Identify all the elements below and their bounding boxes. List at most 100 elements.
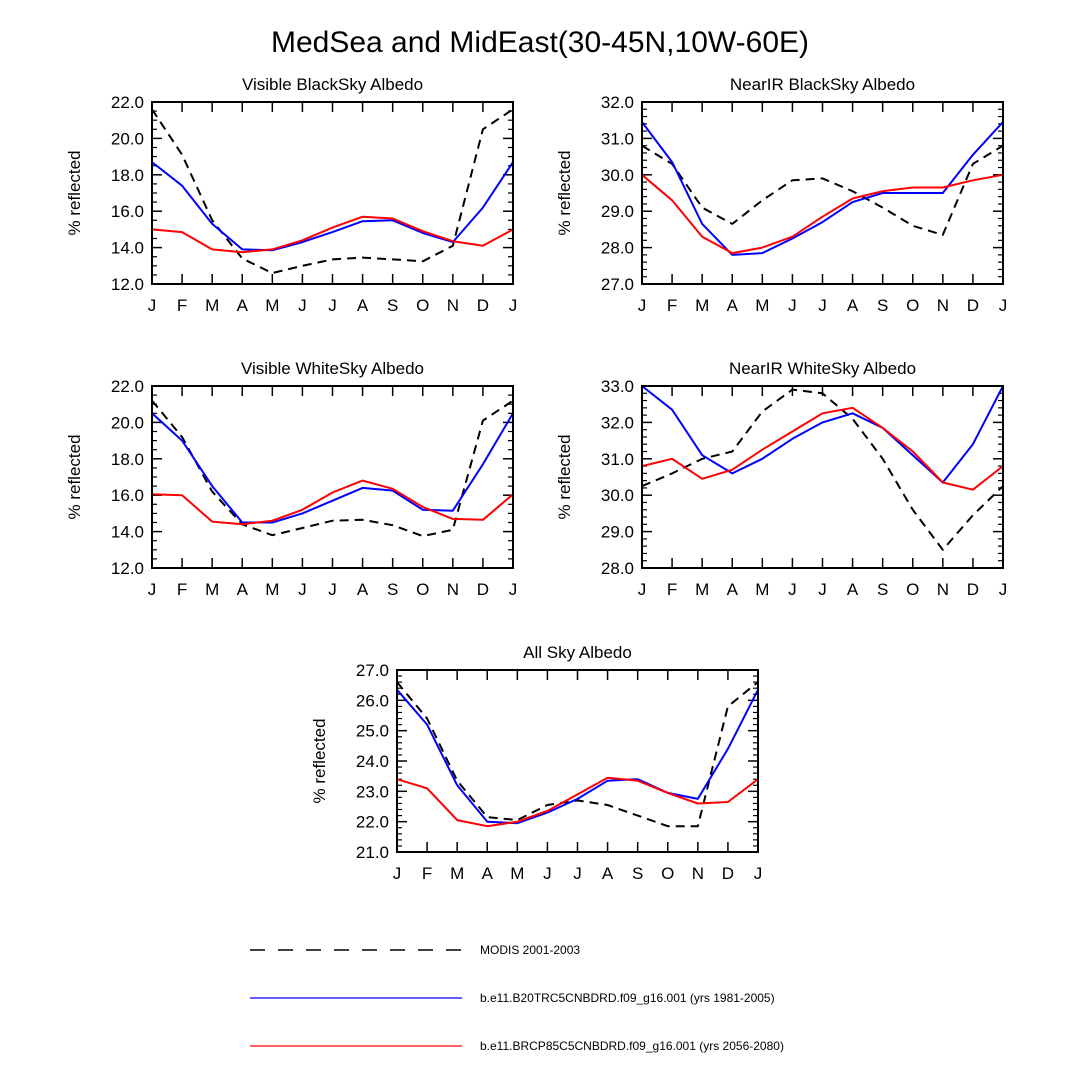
panel-title: Visible WhiteSky Albedo xyxy=(241,359,424,378)
y-axis-label: % reflected xyxy=(310,718,329,803)
series-line-brcp85 xyxy=(396,776,759,828)
y-tick-label: 33.0 xyxy=(601,377,634,396)
x-tick-label: J xyxy=(818,296,827,315)
x-tick-label: A xyxy=(727,580,739,599)
x-tick-label: F xyxy=(667,580,677,599)
series-line-b20tr xyxy=(641,121,1004,256)
x-tick-label: J xyxy=(818,580,827,599)
y-tick-label: 23.0 xyxy=(356,782,389,801)
x-tick-label: J xyxy=(509,580,518,599)
x-tick-label: M xyxy=(695,296,709,315)
x-tick-label: J xyxy=(328,296,337,315)
y-tick-label: 22.0 xyxy=(356,813,389,832)
x-tick-label: M xyxy=(205,296,219,315)
x-tick-label: A xyxy=(357,296,369,315)
y-tick-label: 28.0 xyxy=(601,559,634,578)
x-tick-label: F xyxy=(177,296,187,315)
y-tick-label: 24.0 xyxy=(356,752,389,771)
y-tick-label: 12.0 xyxy=(111,559,144,578)
x-tick-label: F xyxy=(177,580,187,599)
y-tick-label: 30.0 xyxy=(601,166,634,185)
x-tick-label: A xyxy=(602,864,614,883)
x-tick-label: J xyxy=(298,296,307,315)
x-tick-label: J xyxy=(148,580,157,599)
x-tick-label: D xyxy=(477,580,489,599)
x-tick-label: N xyxy=(937,296,949,315)
figure-title: MedSea and MidEast(30-45N,10W-60E) xyxy=(271,26,809,59)
x-tick-label: O xyxy=(416,580,429,599)
x-tick-label: J xyxy=(543,864,552,883)
series-line-b20tr xyxy=(641,385,1004,484)
x-tick-label: S xyxy=(877,296,888,315)
series-line-brcp85 xyxy=(641,406,1004,491)
x-tick-label: M xyxy=(510,864,524,883)
series-line-brcp85 xyxy=(151,479,514,526)
x-tick-label: D xyxy=(967,580,979,599)
x-tick-label: F xyxy=(422,864,432,883)
x-tick-label: J xyxy=(788,296,797,315)
x-tick-label: A xyxy=(357,580,369,599)
x-tick-label: J xyxy=(638,296,647,315)
x-tick-label: N xyxy=(447,296,459,315)
series-line-b20tr xyxy=(151,412,514,524)
x-tick-label: J xyxy=(573,864,582,883)
y-tick-label: 12.0 xyxy=(111,275,144,294)
y-tick-label: 26.0 xyxy=(356,691,389,710)
y-tick-label: 31.0 xyxy=(601,450,634,469)
y-tick-label: 14.0 xyxy=(111,239,144,258)
legend-label-b20tr: b.e11.B20TRC5CNBDRD.f09_g16.001 (yrs 198… xyxy=(480,991,775,1005)
y-tick-label: 27.0 xyxy=(601,275,634,294)
panel-title: All Sky Albedo xyxy=(523,643,632,662)
x-tick-label: M xyxy=(695,580,709,599)
panel-title: Visible BlackSky Albedo xyxy=(242,75,423,94)
x-tick-label: O xyxy=(906,580,919,599)
x-tick-label: O xyxy=(906,296,919,315)
x-tick-label: D xyxy=(967,296,979,315)
y-tick-label: 18.0 xyxy=(111,166,144,185)
x-tick-label: A xyxy=(237,296,249,315)
y-tick-label: 22.0 xyxy=(111,377,144,396)
x-tick-label: S xyxy=(387,296,398,315)
x-tick-label: D xyxy=(722,864,734,883)
legend-label-modis: MODIS 2001-2003 xyxy=(480,943,580,957)
panel-title: NearIR WhiteSky Albedo xyxy=(729,359,916,378)
y-tick-label: 32.0 xyxy=(601,93,634,112)
x-tick-label: A xyxy=(847,296,859,315)
panel-title: NearIR BlackSky Albedo xyxy=(730,75,915,94)
x-tick-label: A xyxy=(237,580,249,599)
y-tick-label: 32.0 xyxy=(601,413,634,432)
series-line-modis xyxy=(641,388,1004,551)
y-tick-label: 29.0 xyxy=(601,523,634,542)
x-tick-label: N xyxy=(447,580,459,599)
y-tick-label: 22.0 xyxy=(111,93,144,112)
x-tick-label: O xyxy=(416,296,429,315)
x-tick-label: D xyxy=(477,296,489,315)
x-tick-label: N xyxy=(692,864,704,883)
x-tick-label: S xyxy=(632,864,643,883)
x-tick-label: M xyxy=(450,864,464,883)
plot-frame xyxy=(151,101,514,285)
x-tick-label: S xyxy=(387,580,398,599)
x-tick-label: J xyxy=(999,580,1008,599)
x-tick-label: A xyxy=(727,296,739,315)
series-line-modis xyxy=(151,108,514,275)
y-axis-label: % reflected xyxy=(555,150,574,235)
y-tick-label: 20.0 xyxy=(111,129,144,148)
y-axis-label: % reflected xyxy=(555,434,574,519)
series-line-modis xyxy=(151,399,514,538)
x-tick-label: A xyxy=(847,580,859,599)
x-tick-label: J xyxy=(788,580,797,599)
y-axis-label: % reflected xyxy=(65,434,84,519)
series-line-modis xyxy=(641,144,1004,236)
legend-label-brcp85: b.e11.BRCP85C5CNBDRD.f09_g16.001 (yrs 20… xyxy=(480,1039,784,1053)
x-tick-label: N xyxy=(937,580,949,599)
y-tick-label: 14.0 xyxy=(111,523,144,542)
y-tick-label: 30.0 xyxy=(601,486,634,505)
x-tick-label: M xyxy=(265,580,279,599)
